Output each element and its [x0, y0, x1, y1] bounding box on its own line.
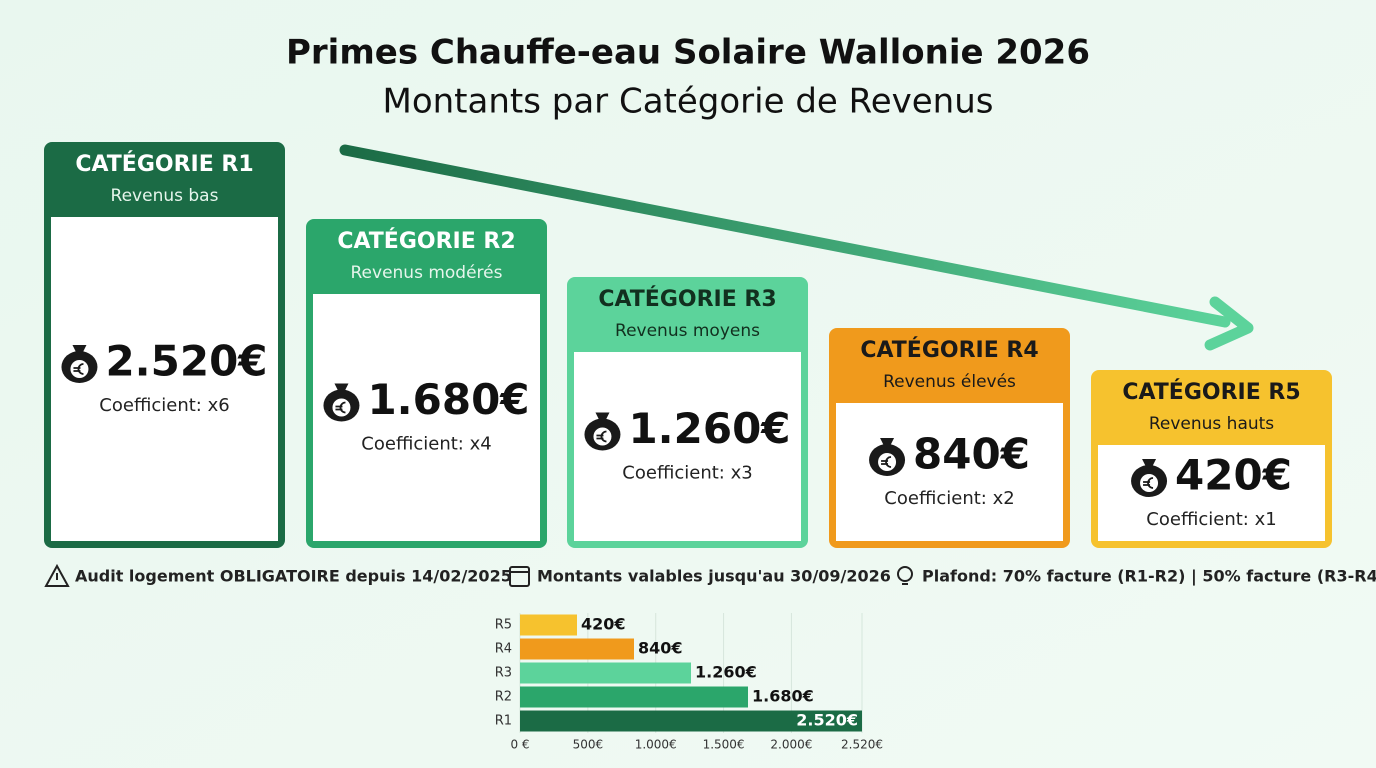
bag-euro — [335, 401, 346, 414]
card: CATÉGORIE R5 Revenus hauts 420€ Coefficient… — [1091, 370, 1332, 548]
card: CATÉGORIE R4 Revenus élevés 840€ Coefficien… — [829, 328, 1070, 548]
value-label: 1.680€ — [752, 687, 814, 706]
value-label: 2.520€ — [796, 711, 858, 730]
coefficient: Coefficient: x6 — [99, 395, 229, 416]
card-subtitle: Revenus moyens — [615, 321, 760, 341]
bar — [520, 686, 748, 708]
bag-knot — [1142, 459, 1157, 467]
money-bag-icon — [584, 412, 621, 451]
coefficient: Coefficient: x3 — [622, 463, 752, 484]
x-tick-label: 1.500€ — [703, 738, 745, 752]
amount: 1.680€ — [367, 375, 529, 424]
card-title: CATÉGORIE R5 — [1122, 379, 1300, 405]
amount: 1.260€ — [628, 404, 790, 453]
x-tick-label: 0 € — [510, 738, 529, 752]
subtitle: Montants par Catégorie de Revenus — [383, 82, 994, 122]
card-title: CATÉGORIE R3 — [598, 286, 776, 312]
x-tick-label: 2.000€ — [770, 738, 812, 752]
title: Primes Chauffe-eau Solaire Wallonie 2026 — [286, 33, 1090, 73]
money-bag-icon — [869, 438, 906, 476]
note: Montants valables jusqu'au 30/09/2026 — [537, 567, 891, 586]
bag-knot — [595, 412, 610, 421]
money-bag-icon — [1131, 459, 1168, 497]
bulb-icon — [897, 566, 913, 585]
bar-chart: 0 € 500€ 1.000€ 1.500€ 2.000€ 2.520€ R5 420€ R4 8… — [495, 613, 883, 752]
card: CATÉGORIE R2 Revenus modérés 1.680€ Coeffic… — [306, 219, 547, 548]
x-tick-label: 1.000€ — [635, 738, 677, 752]
y-tick-label: R5 — [495, 618, 512, 633]
x-tick-label: 2.520€ — [841, 738, 883, 752]
bag-euro — [1143, 477, 1154, 489]
warning-icon — [44, 563, 70, 587]
money-bag-icon — [61, 345, 98, 383]
bag-knot — [334, 383, 349, 392]
money-bag-icon — [323, 383, 360, 422]
value-label: 1.260€ — [695, 663, 757, 682]
x-tick-label: 500€ — [573, 738, 604, 752]
coefficient: Coefficient: x2 — [884, 488, 1014, 509]
bag-coin — [332, 398, 351, 417]
card-title: CATÉGORIE R4 — [860, 337, 1038, 363]
card-subtitle: Revenus bas — [111, 186, 219, 206]
calendar-icon — [509, 566, 530, 587]
bar — [520, 638, 634, 660]
card-title: CATÉGORIE R1 — [75, 151, 253, 177]
bar — [520, 662, 691, 684]
card-body — [836, 403, 1063, 541]
coefficient: Coefficient: x4 — [361, 434, 491, 455]
bag-coin — [1140, 474, 1159, 492]
bar — [520, 614, 577, 636]
cards: CATÉGORIE R1 Revenus bas 2.520€ Coefficient… — [44, 142, 1332, 548]
card-subtitle: Revenus modérés — [351, 263, 503, 283]
y-tick-label: R3 — [495, 666, 512, 681]
y-tick-label: R4 — [495, 642, 512, 657]
bag-knot — [72, 345, 87, 353]
bag-euro — [596, 430, 607, 443]
notes: Audit logement OBLIGATOIRE depuis 14/02/… — [44, 563, 1376, 587]
card-title: CATÉGORIE R2 — [337, 228, 515, 254]
trend-arrow — [339, 144, 1254, 351]
note: Plafond: 70% facture (R1-R2) | 50% factu… — [922, 567, 1376, 587]
bar — [520, 710, 862, 732]
value-label: 420€ — [581, 615, 626, 634]
y-tick-label: R1 — [495, 714, 512, 729]
bag-euro — [881, 456, 892, 468]
amount: 2.520€ — [105, 337, 267, 386]
coefficient: Coefficient: x1 — [1146, 509, 1276, 530]
value-label: 840€ — [638, 639, 683, 658]
bag-knot — [880, 438, 895, 446]
card: CATÉGORIE R3 Revenus moyens 1.260€ Coeffici… — [567, 277, 808, 548]
amount: 840€ — [913, 430, 1030, 479]
bag-euro — [73, 363, 84, 375]
y-tick-label: R2 — [495, 690, 512, 705]
card-body — [1098, 445, 1325, 541]
note: Audit logement OBLIGATOIRE depuis 14/02/… — [75, 567, 512, 586]
bag-coin — [70, 360, 89, 378]
bag-coin — [593, 427, 612, 446]
bag-coin — [878, 453, 897, 471]
amount: 420€ — [1175, 451, 1292, 500]
card-subtitle: Revenus élevés — [883, 372, 1016, 392]
card-subtitle: Revenus hauts — [1149, 414, 1274, 434]
card: CATÉGORIE R1 Revenus bas 2.520€ Coefficient… — [44, 142, 285, 548]
